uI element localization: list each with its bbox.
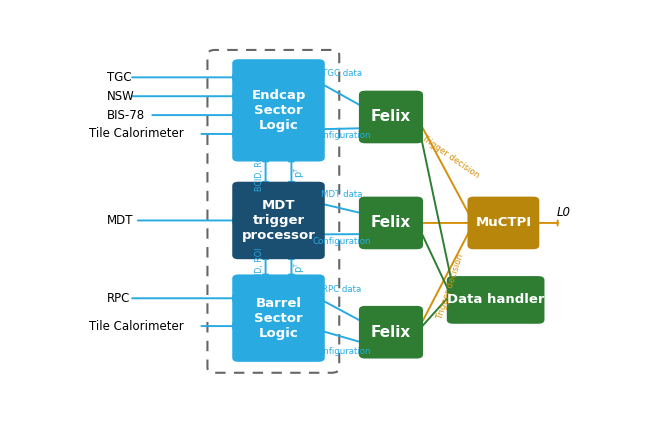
Text: Tile Calorimeter: Tile Calorimeter (89, 127, 183, 141)
Text: Felix: Felix (371, 110, 411, 125)
Text: MDT: MDT (107, 214, 133, 227)
FancyBboxPatch shape (447, 276, 544, 324)
FancyBboxPatch shape (359, 197, 423, 249)
Text: Tile Calorimeter: Tile Calorimeter (89, 319, 183, 332)
Text: BCID, ROI: BCID, ROI (255, 153, 264, 191)
Text: pᵀ: pᵀ (293, 262, 303, 272)
Text: pᵀ: pᵀ (293, 166, 303, 177)
FancyBboxPatch shape (232, 274, 325, 362)
Text: Felix: Felix (371, 325, 411, 340)
Text: Configuration: Configuration (313, 347, 371, 356)
Text: MDT
trigger
processor: MDT trigger processor (241, 199, 315, 242)
Text: TGC data: TGC data (321, 69, 362, 78)
Text: MDT data: MDT data (321, 190, 363, 199)
Text: NSW: NSW (107, 90, 134, 103)
Text: RPC data: RPC data (322, 285, 362, 294)
Text: RPC: RPC (107, 292, 130, 305)
Text: Felix: Felix (371, 215, 411, 230)
FancyBboxPatch shape (468, 197, 540, 249)
FancyBboxPatch shape (232, 182, 325, 259)
Text: BIS-78: BIS-78 (107, 109, 145, 122)
FancyBboxPatch shape (359, 306, 423, 359)
Text: Barrel
Sector
Logic: Barrel Sector Logic (254, 297, 303, 340)
Text: Data handler: Data handler (447, 293, 544, 307)
Text: Configuration: Configuration (313, 132, 371, 141)
Text: BCID, ROI: BCID, ROI (255, 248, 264, 286)
Text: MuCTPI: MuCTPI (476, 216, 532, 230)
FancyBboxPatch shape (359, 91, 423, 143)
Text: L0: L0 (556, 206, 570, 219)
Text: TGC: TGC (107, 71, 131, 84)
Text: Configuration: Configuration (313, 237, 371, 246)
Text: Endcap
Sector
Logic: Endcap Sector Logic (251, 89, 305, 132)
Text: Trigger decision: Trigger decision (436, 252, 466, 319)
Text: Trigger decision: Trigger decision (420, 133, 481, 180)
FancyBboxPatch shape (232, 59, 325, 162)
